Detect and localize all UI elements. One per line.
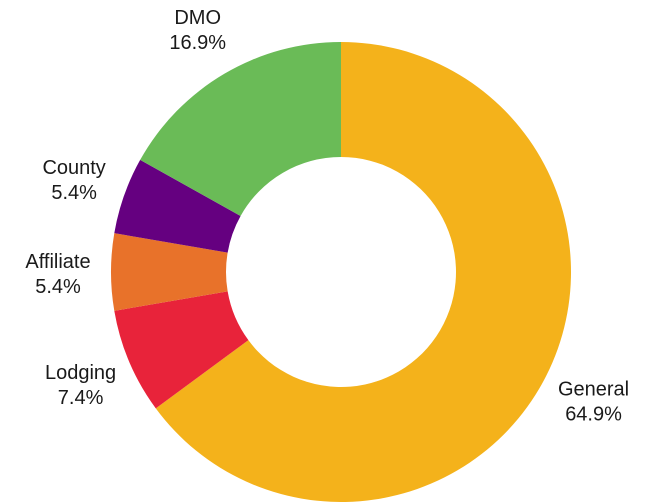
slice-label-affiliate: Affiliate 5.4% [25, 251, 90, 298]
labels-layer: General 64.9%Lodging 7.4%Affiliate 5.4%Coun… [25, 7, 629, 426]
slice-name-general: General [558, 379, 629, 401]
slices-layer [110, 42, 572, 502]
slice-percent-dmo: 16.9% [169, 32, 226, 54]
slice-general [155, 42, 572, 502]
slice-label-lodging: Lodging 7.4% [45, 362, 116, 409]
slice-percent-affiliate: 5.4% [35, 276, 81, 298]
slice-label-dmo: DMO 16.9% [169, 7, 226, 54]
slice-name-dmo: DMO [174, 7, 221, 29]
slice-county [114, 159, 241, 253]
slice-label-general: General 64.9% [558, 379, 629, 426]
slice-lodging [114, 291, 249, 409]
slice-name-county: County [42, 157, 105, 179]
slice-affiliate [110, 233, 228, 311]
slice-percent-county: 5.4% [51, 182, 97, 204]
slice-name-affiliate: Affiliate [25, 251, 90, 273]
slice-name-lodging: Lodging [45, 362, 116, 384]
slice-label-county: County 5.4% [42, 157, 105, 204]
slice-percent-lodging: 7.4% [58, 387, 104, 409]
slice-percent-general: 64.9% [565, 404, 622, 426]
slice-dmo [140, 42, 341, 216]
